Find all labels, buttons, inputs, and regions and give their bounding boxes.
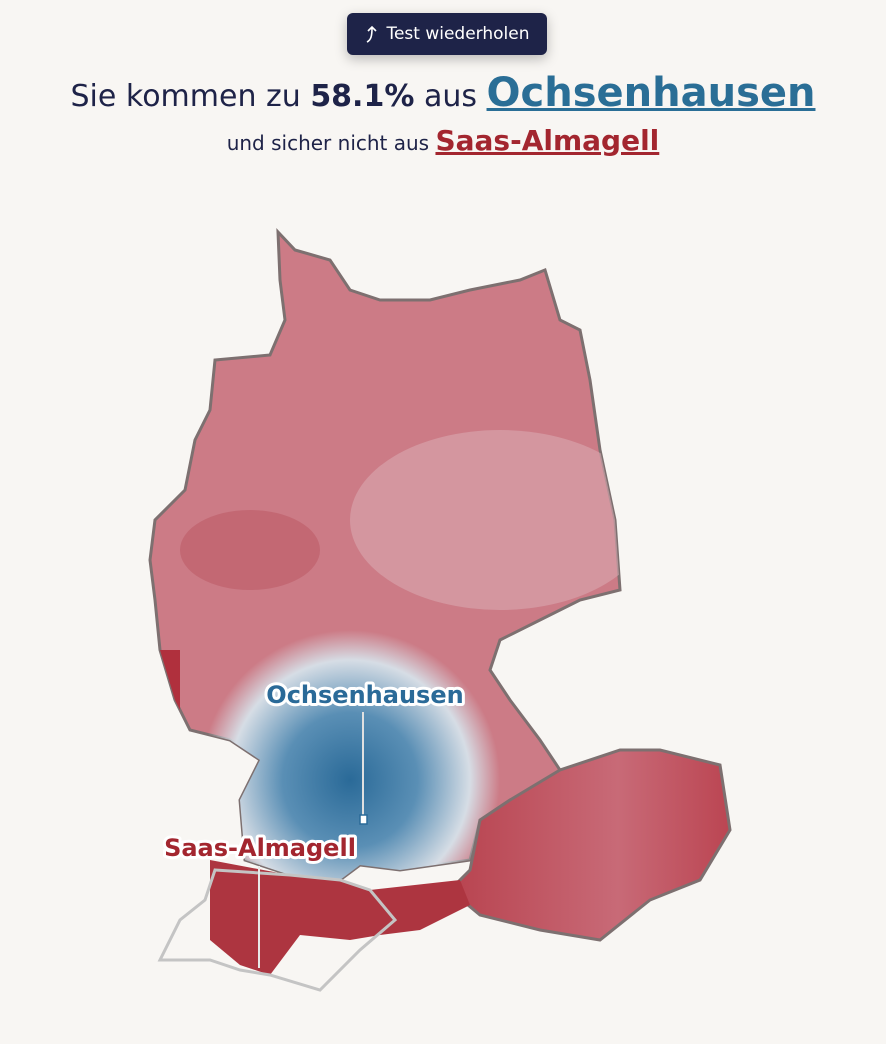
best-place[interactable]: Ochsenhausen	[486, 70, 816, 116]
headline-prefix: Sie kommen zu	[70, 79, 301, 114]
place-marker	[359, 814, 368, 825]
switzerland	[157, 868, 398, 992]
button-label: Test wiederholen	[386, 24, 530, 44]
austria	[447, 748, 732, 942]
switzerland-fill	[210, 860, 470, 975]
retry-icon	[367, 25, 378, 43]
headline-middle: aus	[423, 79, 477, 114]
retry-button[interactable]: Test wiederholen	[347, 13, 547, 55]
worst-place[interactable]: Saas-Almagell	[435, 124, 660, 157]
map-label: Ochsenhausen	[266, 681, 463, 709]
headline: Sie kommen zu 58.1% aus Ochsenhausen	[0, 70, 886, 116]
subline: und sicher nicht aus Saas-Almagell	[0, 124, 886, 157]
map-label: Saas-Almagell	[164, 834, 356, 862]
germany	[148, 228, 622, 882]
subline-prefix: und sicher nicht aus	[226, 131, 430, 155]
match-percent: 58.1%	[310, 79, 415, 114]
